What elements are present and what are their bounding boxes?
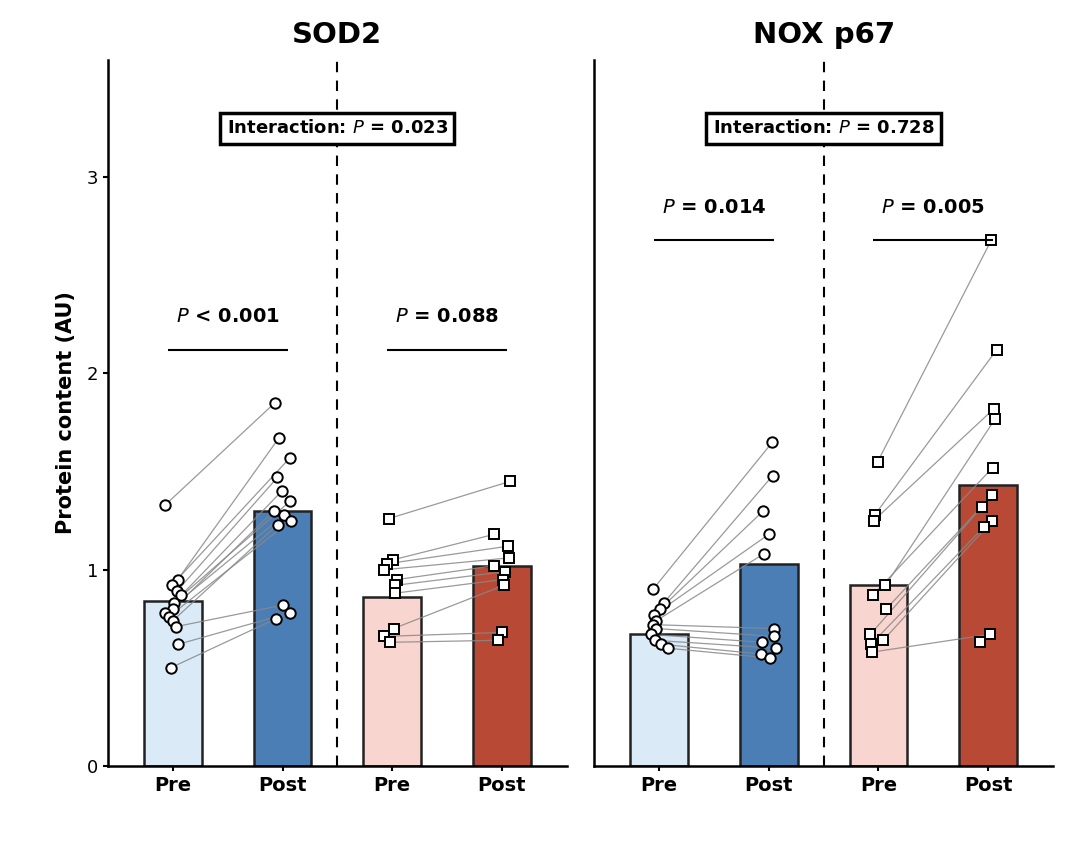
Text: $\mathit{P}$ < 0.001: $\mathit{P}$ < 0.001	[176, 307, 280, 327]
Text: Interaction: $\mathit{P}$ = 0.023: Interaction: $\mathit{P}$ = 0.023	[227, 119, 448, 137]
Bar	[473, 566, 531, 766]
Title: SOD2: SOD2	[293, 21, 382, 49]
Text: $\mathit{P}$ = 0.005: $\mathit{P}$ = 0.005	[881, 197, 985, 216]
Bar	[630, 635, 688, 766]
Text: $\mathit{P}$ = 0.088: $\mathit{P}$ = 0.088	[395, 307, 499, 327]
Y-axis label: Protein content (AU): Protein content (AU)	[56, 291, 76, 534]
Text: Interaction: $\mathit{P}$ = 0.728: Interaction: $\mathit{P}$ = 0.728	[713, 119, 934, 137]
Bar	[740, 564, 798, 766]
Bar	[850, 585, 907, 766]
Bar	[363, 597, 421, 766]
Text: $\mathit{P}$ = 0.014: $\mathit{P}$ = 0.014	[662, 197, 766, 216]
Title: NOX p67: NOX p67	[753, 21, 894, 49]
Bar	[144, 601, 202, 766]
Bar	[959, 485, 1017, 766]
Bar	[254, 511, 311, 766]
